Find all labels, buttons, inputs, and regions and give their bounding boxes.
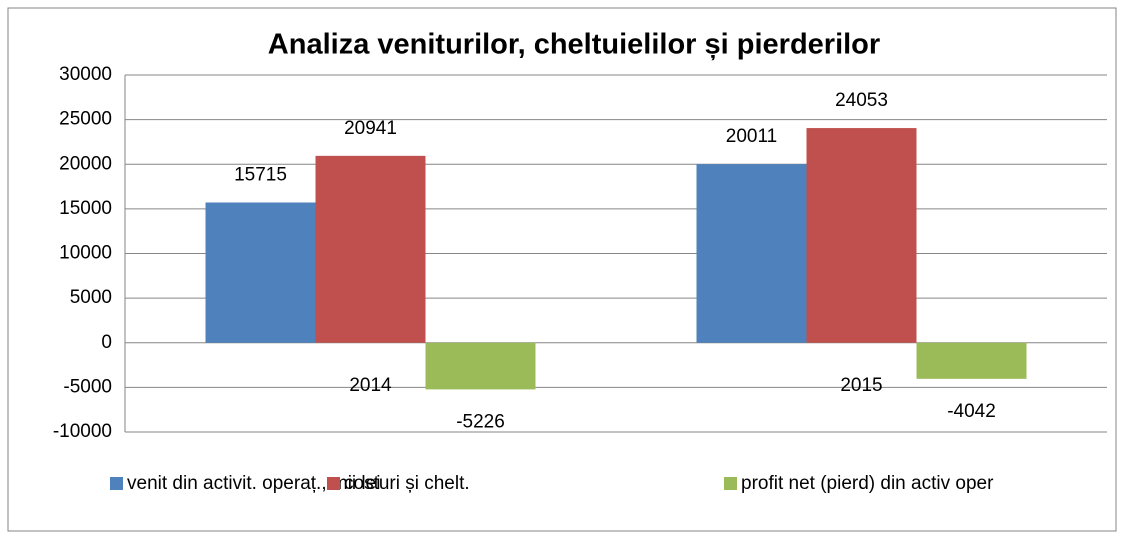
y-tick-label: 0 [101, 332, 112, 353]
data-label: 24053 [835, 90, 888, 111]
data-label: 15715 [234, 165, 287, 186]
y-tick-label: 15000 [59, 198, 112, 219]
legend-label: profit net (pierd) din activ oper [741, 473, 994, 494]
bar [315, 155, 426, 343]
y-tick-label: 30000 [59, 64, 112, 85]
y-tick-label: -10000 [53, 421, 112, 442]
chart-title: Analiza veniturilor, cheltuielilor și pi… [268, 29, 880, 61]
y-tick-label: -5000 [63, 376, 112, 397]
legend-label: venit din activit. operaț., mii lei [127, 473, 380, 494]
y-tick-label: 10000 [59, 243, 112, 264]
y-tick-label: 5000 [70, 287, 112, 308]
bar [916, 342, 1027, 379]
legend-swatch [327, 477, 340, 490]
legend-label: costuri și chelt. [344, 473, 470, 494]
data-label: -5226 [456, 411, 505, 432]
chart-border [7, 7, 1117, 532]
bar [425, 342, 536, 390]
x-tick-label: 2014 [349, 375, 392, 396]
data-label: 20011 [726, 126, 777, 147]
legend-swatch [724, 477, 737, 490]
bar [205, 202, 316, 343]
x-tick-label: 2015 [840, 375, 882, 396]
y-tick-label: 20000 [59, 153, 112, 174]
data-label: 20941 [344, 118, 397, 139]
bar [806, 128, 917, 343]
data-label: -4042 [947, 401, 996, 422]
bar [696, 164, 807, 343]
y-tick-label: 25000 [59, 109, 112, 130]
legend-swatch [110, 477, 123, 490]
